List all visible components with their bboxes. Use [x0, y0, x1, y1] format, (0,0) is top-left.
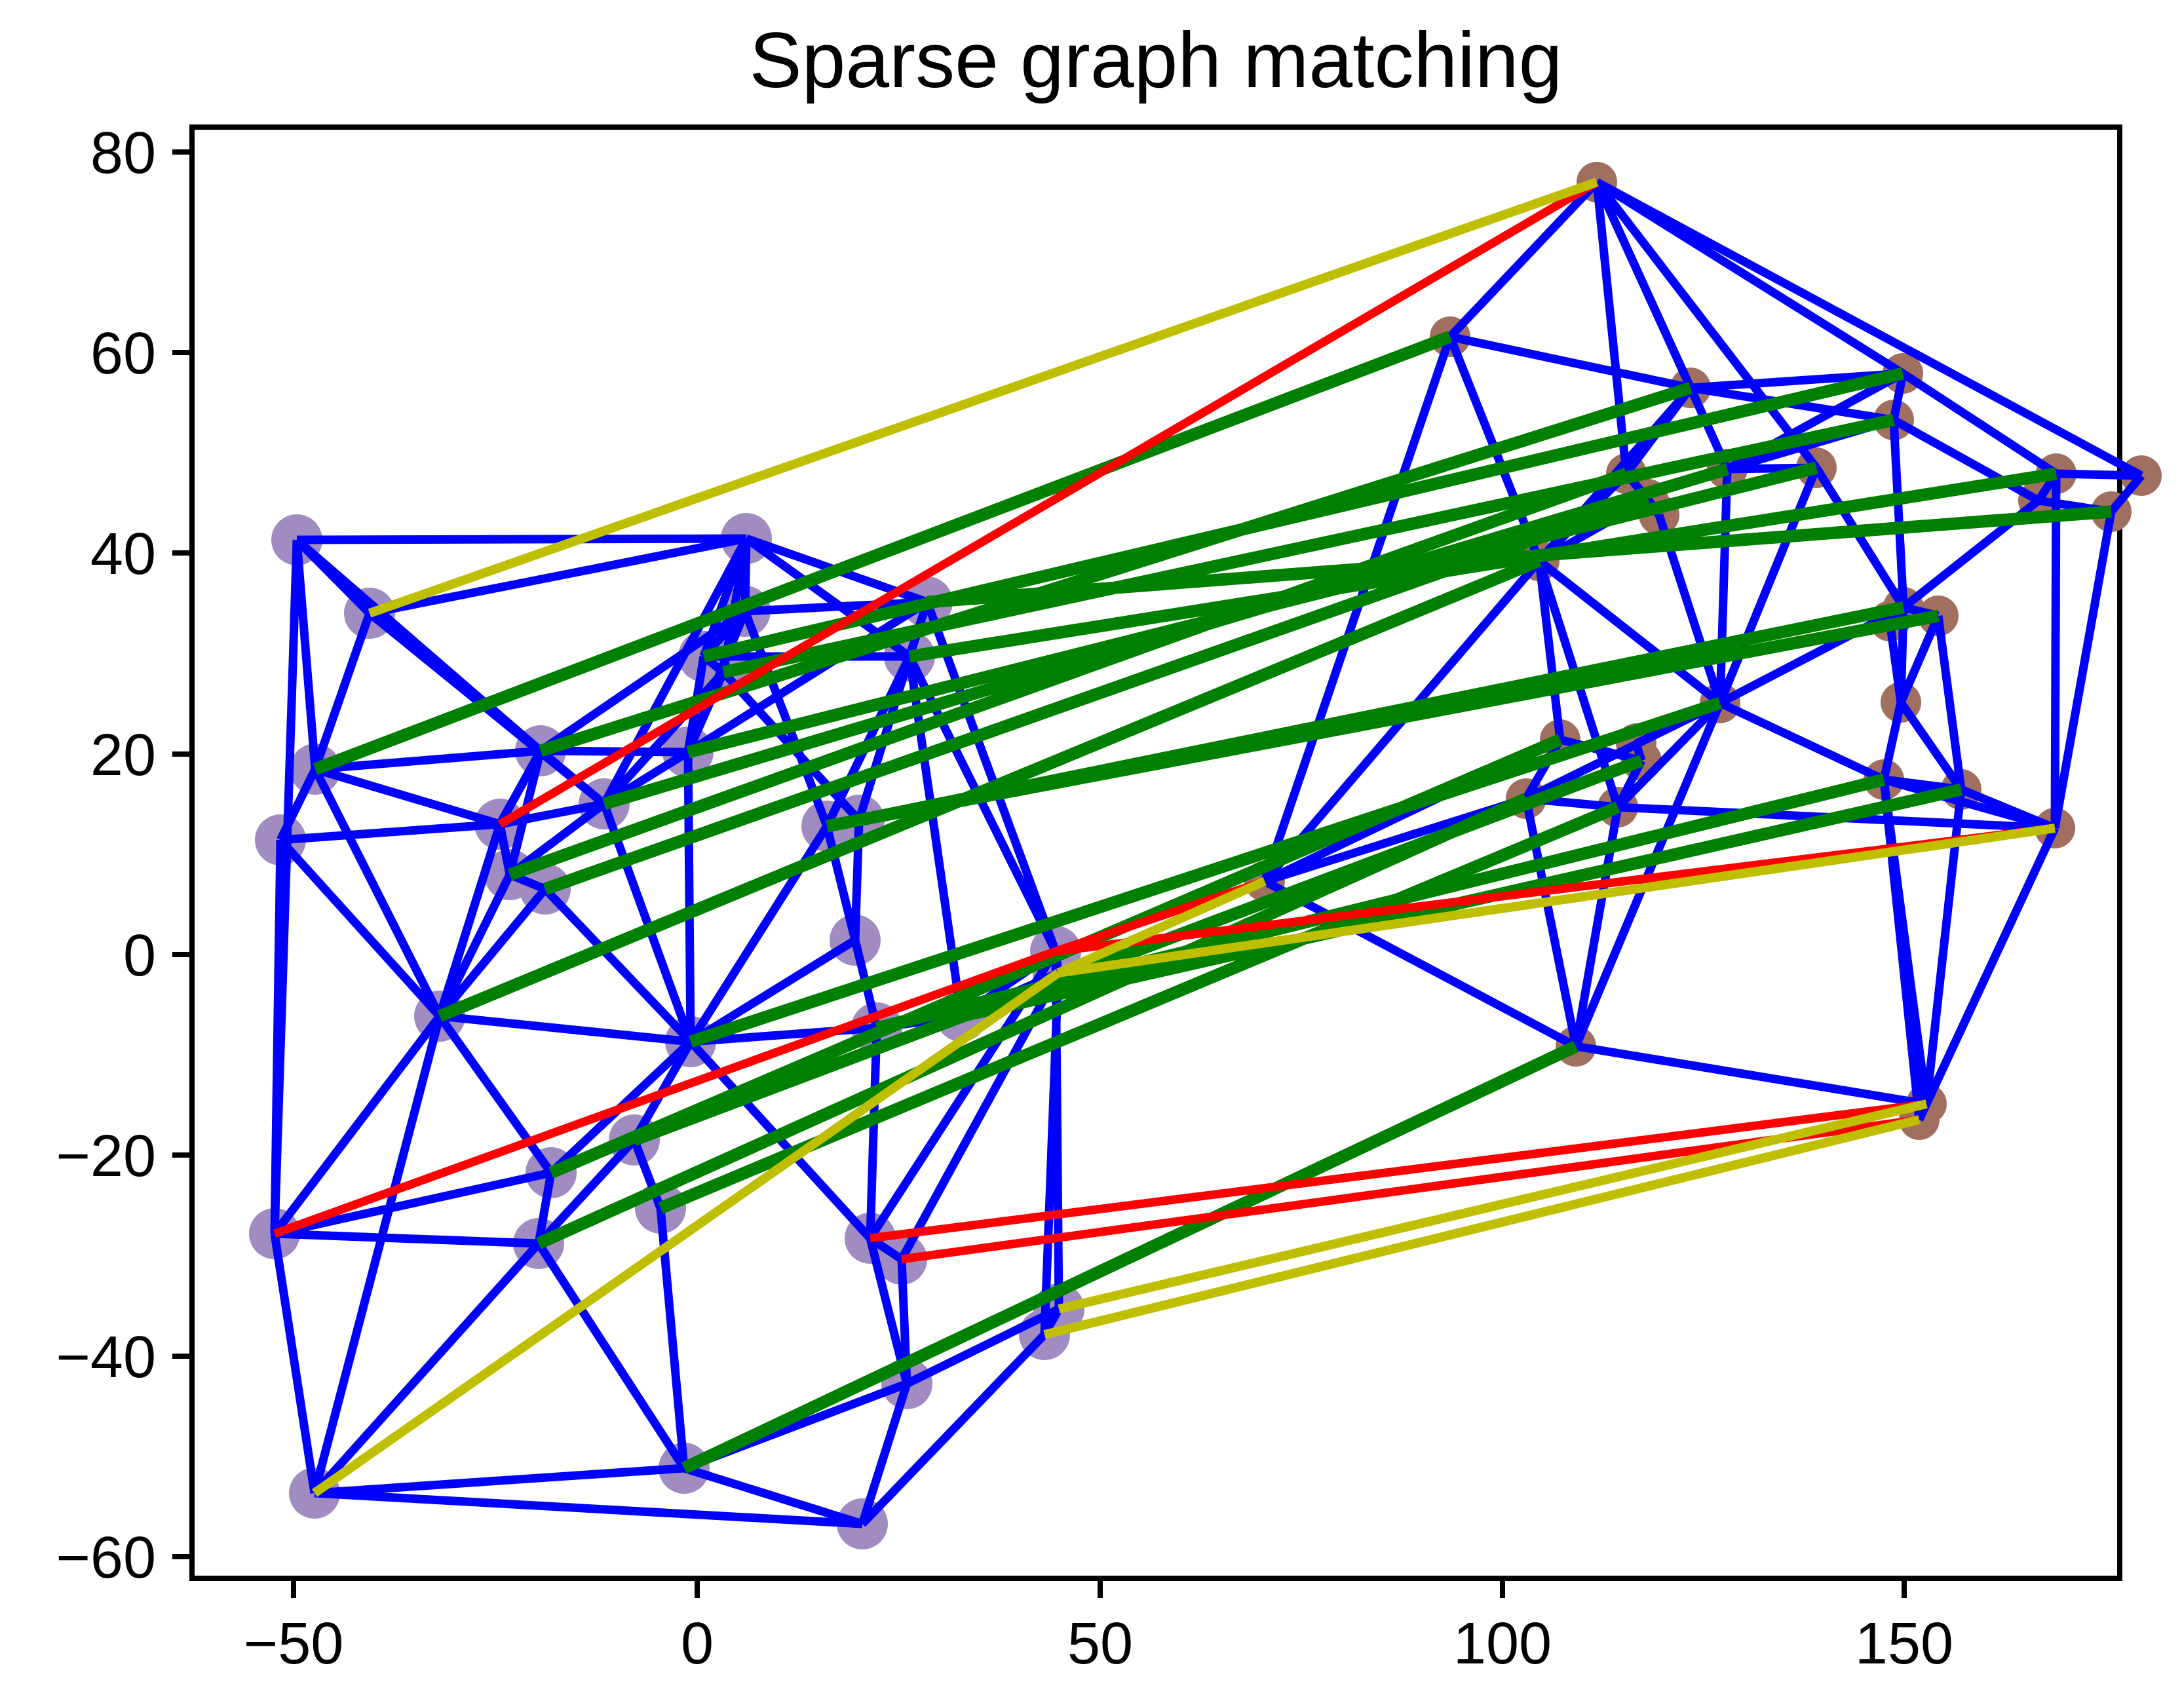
svg-text:0: 0 — [681, 1611, 714, 1677]
svg-text:0: 0 — [123, 923, 156, 989]
svg-text:−60: −60 — [56, 1525, 156, 1591]
svg-text:40: 40 — [90, 522, 156, 587]
svg-text:Sparse graph matching: Sparse graph matching — [750, 16, 1563, 104]
svg-text:−40: −40 — [56, 1325, 156, 1390]
svg-text:−50: −50 — [244, 1611, 344, 1677]
svg-text:100: 100 — [1453, 1611, 1552, 1677]
svg-text:150: 150 — [1855, 1611, 1953, 1677]
svg-text:80: 80 — [90, 121, 156, 186]
svg-text:60: 60 — [90, 321, 156, 387]
svg-text:20: 20 — [90, 723, 156, 788]
svg-text:50: 50 — [1067, 1611, 1133, 1677]
svg-text:−20: −20 — [56, 1124, 156, 1189]
